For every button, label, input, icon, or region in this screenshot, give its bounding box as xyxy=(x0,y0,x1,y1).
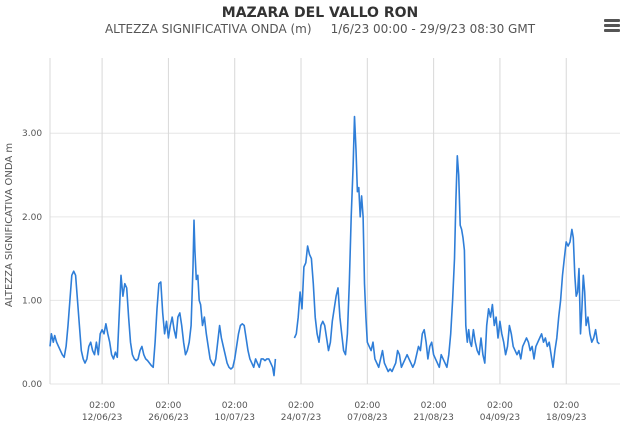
x-tick-date-label: 10/07/23 xyxy=(215,413,255,423)
y-tick-label: 1.00 xyxy=(22,296,42,306)
chart-title: MAZARA DEL VALLO RON xyxy=(221,5,419,21)
x-tick-time-label: 02:00 xyxy=(89,401,115,411)
series-line-segment xyxy=(49,219,277,377)
series-lines xyxy=(49,115,600,377)
x-tick-date-label: 26/06/23 xyxy=(148,413,188,423)
y-gridlines xyxy=(50,132,620,385)
x-tick-date-label: 12/06/23 xyxy=(82,413,122,423)
x-tick-date-label: 18/09/23 xyxy=(546,413,586,423)
x-tick-date-label: 21/08/23 xyxy=(413,413,453,423)
x-tick-time-label: 02:00 xyxy=(222,401,248,411)
y-tick-label: 3.00 xyxy=(22,129,42,139)
x-tick-time-label: 02:00 xyxy=(354,401,380,411)
x-gridlines xyxy=(49,58,567,384)
x-tick-time-label: 02:00 xyxy=(487,401,513,411)
x-tick-time-label: 02:00 xyxy=(288,401,314,411)
hamburger-menu-icon[interactable] xyxy=(604,19,620,33)
x-tick-time-label: 02:00 xyxy=(553,401,579,411)
y-axis-label: ALTEZZA SIGNIFICATIVA ONDA m xyxy=(4,143,15,307)
x-tick-date-label: 24/07/23 xyxy=(281,413,321,423)
y-tick-label: 0.00 xyxy=(22,380,42,390)
series-line-segment xyxy=(293,115,600,373)
x-tick-time-label: 02:00 xyxy=(421,401,447,411)
x-tick-date-label: 07/08/23 xyxy=(347,413,387,423)
x-tick-time-label: 02:00 xyxy=(155,401,181,411)
x-tick-labels: 02:00 12/06/23 02:00 26/06/23 02:00 10/07/23 0… xyxy=(82,401,587,423)
y-tick-label: 2.00 xyxy=(22,213,42,223)
y-tick-labels: 0.00 1.00 2.00 3.00 xyxy=(22,129,42,390)
chart-subtitle: ALTEZZA SIGNIFICATIVA ONDA (m) 1/6/23 00… xyxy=(104,22,536,36)
x-tick-date-label: 04/09/23 xyxy=(480,413,520,423)
